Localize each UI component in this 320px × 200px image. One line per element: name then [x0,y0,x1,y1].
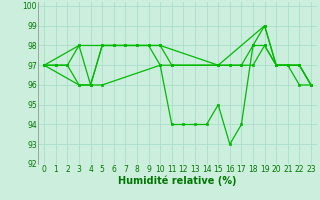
X-axis label: Humidité relative (%): Humidité relative (%) [118,176,237,186]
